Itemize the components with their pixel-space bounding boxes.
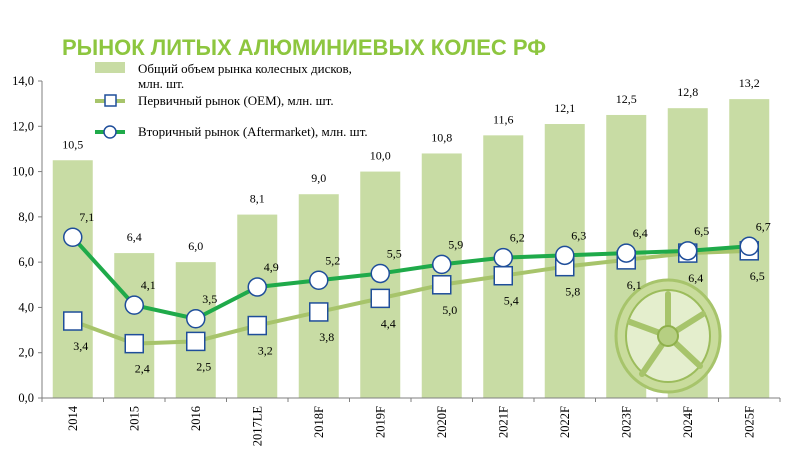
x-tick-label-2023F: 2023F xyxy=(619,406,633,438)
aftermarket-point-2015 xyxy=(124,295,144,315)
bar-2017LE xyxy=(237,214,278,398)
x-tick-label-2014: 2014 xyxy=(66,405,80,431)
x-tick-label-2016: 2016 xyxy=(189,406,203,431)
oem-point-2017LE xyxy=(247,315,267,336)
oem-label-2014: 3,4 xyxy=(73,339,88,353)
bar-label-2019F: 10,0 xyxy=(370,149,391,163)
bar-2019F xyxy=(360,171,401,398)
aftermarket-label-2020F: 5,9 xyxy=(448,237,463,251)
bar-2014 xyxy=(52,160,93,398)
oem-label-2021F: 5,4 xyxy=(504,294,519,308)
y-tick-label: 8,0 xyxy=(18,210,34,224)
bar-2015 xyxy=(114,253,155,398)
oem-label-2024F: 6,4 xyxy=(688,271,703,285)
labels-layer: 10,5 6,4 6,0 8,1 9,0 10,0 10,8 11,6 12,1 12,5 12,8… xyxy=(62,76,771,376)
y-tick-label: 4,0 xyxy=(18,300,34,314)
aftermarket-label-2022F: 6,3 xyxy=(571,228,586,242)
legend-label-total: Общий объем рынка колесных дисков, млн. ш… xyxy=(138,61,352,91)
aftermarket-point-2019F xyxy=(370,263,390,284)
bar-label-2025F: 13,2 xyxy=(739,76,760,90)
bar-label-2017LE: 8,1 xyxy=(250,192,265,206)
bar-2018F xyxy=(298,194,339,398)
y-tick-label: 12,0 xyxy=(12,119,34,133)
bar-label-2021F: 11,6 xyxy=(493,112,514,126)
lines-layer xyxy=(63,227,759,354)
bar-label-2018F: 9,0 xyxy=(311,171,326,185)
bar-label-2016: 6,0 xyxy=(188,239,203,253)
aftermarket-line xyxy=(71,235,750,321)
oem-label-2019F: 4,4 xyxy=(381,316,396,330)
x-tick-label-2024F: 2024F xyxy=(681,406,695,438)
chart-title: РЫНОК ЛИТЫХ АЛЮМИНИЕВЫХ КОЛЕС РФ xyxy=(62,35,546,60)
oem-label-2023F: 6,1 xyxy=(627,278,642,292)
legend-marker-oem xyxy=(104,94,117,107)
oem-point-2019F xyxy=(370,288,390,309)
y-tick-label: 14,0 xyxy=(12,74,34,88)
y-tick-label: 0,0 xyxy=(18,391,34,405)
x-tick-label-2025F: 2025F xyxy=(742,406,756,438)
oem-point-2016 xyxy=(186,331,206,352)
oem-point-2015 xyxy=(124,333,144,354)
y-tick-label: 10,0 xyxy=(12,165,34,179)
oem-label-2017LE: 3,2 xyxy=(258,344,273,358)
bar-label-2022F: 12,1 xyxy=(554,101,575,115)
oem-label-2016: 2,5 xyxy=(196,359,211,373)
y-tick-label: 2,0 xyxy=(18,346,34,360)
aftermarket-label-2018F: 5,2 xyxy=(325,253,340,267)
aftermarket-point-2014 xyxy=(63,227,83,247)
aftermarket-label-2019F: 5,5 xyxy=(387,246,402,260)
oem-point-2014 xyxy=(63,311,83,331)
oem-label-2022F: 5,8 xyxy=(565,285,580,299)
x-tick-label-2017LE: 2017LE xyxy=(250,406,264,447)
aftermarket-label-2016: 3,5 xyxy=(202,292,217,306)
aftermarket-point-2017LE xyxy=(247,277,267,297)
aftermarket-label-2023F: 6,4 xyxy=(633,226,648,240)
x-tick-label-2022F: 2022F xyxy=(558,406,572,438)
aftermarket-label-2021F: 6,2 xyxy=(510,231,525,245)
bar-label-2014: 10,5 xyxy=(62,137,83,151)
x-tick-label-2019F: 2019F xyxy=(373,406,387,438)
oem-label-2025F: 6,5 xyxy=(750,269,765,283)
aftermarket-point-2018F xyxy=(309,270,329,291)
x-tick-label-2020F: 2020F xyxy=(435,406,449,438)
aftermarket-label-2025F: 6,7 xyxy=(756,219,771,233)
bar-label-2015: 6,4 xyxy=(127,230,142,244)
wheel-illustration xyxy=(614,278,722,394)
x-tick-label-2018F: 2018F xyxy=(312,406,326,438)
oem-label-2020F: 5,0 xyxy=(442,303,457,317)
y-tick-label: 6,0 xyxy=(18,255,34,269)
legend-label-oem: Первичный рынок (OEM), млн. шт. xyxy=(138,93,334,108)
bar-label-2020F: 10,8 xyxy=(431,130,452,144)
oem-point-2021F xyxy=(493,265,513,286)
legend: Общий объем рынка колесных дисков, млн. ш… xyxy=(95,61,368,139)
x-tick-label-2015: 2015 xyxy=(127,406,141,431)
aftermarket-point-2023F xyxy=(616,243,636,263)
aftermarket-point-2021F xyxy=(493,247,513,268)
oem-point-2020F xyxy=(432,275,452,295)
aftermarket-point-2016 xyxy=(186,309,206,329)
aftermarket-label-2015: 4,1 xyxy=(141,278,156,292)
legend-swatch-total xyxy=(95,62,125,73)
aftermarket-label-2014: 7,1 xyxy=(79,210,94,224)
oem-line xyxy=(72,248,750,346)
axes-layer: 0,0 2,0 4,0 6,0 8,0 10,0 12,0 14,0 2014 2015 2016 2… xyxy=(12,74,781,447)
aftermarket-point-2022F xyxy=(555,245,575,266)
aftermarket-point-2025F xyxy=(739,236,759,257)
bar-label-2024F: 12,8 xyxy=(677,85,698,99)
legend-label-aftermarket: Вторичный рынок (Aftermarket), млн. шт. xyxy=(138,124,368,139)
aftermarket-label-2017LE: 4,9 xyxy=(264,260,279,274)
bar-label-2023F: 12,5 xyxy=(616,92,637,106)
aftermarket-point-2020F xyxy=(432,254,452,275)
legend-marker-aftermarket xyxy=(103,125,117,139)
oem-point-2018F xyxy=(309,302,329,322)
oem-label-2015: 2,4 xyxy=(135,362,150,376)
aftermarket-label-2024F: 6,5 xyxy=(694,224,709,238)
oem-label-2018F: 3,8 xyxy=(319,330,334,344)
x-tick-label-2021F: 2021F xyxy=(496,406,510,438)
bar-2016 xyxy=(175,262,216,398)
aftermarket-point-2024F xyxy=(678,241,698,261)
